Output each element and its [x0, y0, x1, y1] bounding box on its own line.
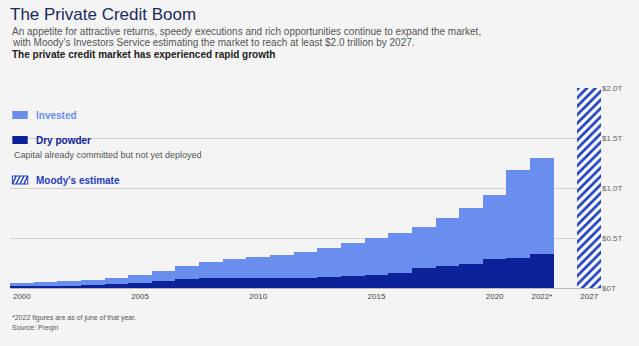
svg-text:$1.5T: $1.5T [602, 134, 623, 143]
svg-text:Moody's estimate: Moody's estimate [36, 175, 120, 186]
svg-text:Invested: Invested [36, 110, 77, 121]
svg-text:An appetite for attractive ret: An appetite for attractive returns, spee… [12, 26, 481, 37]
svg-text:*2022 figures are as of june o: *2022 figures are as of june of that yea… [12, 314, 136, 322]
svg-text:2000: 2000 [13, 292, 31, 301]
svg-text:Capital already committed but: Capital already committed but not yet de… [14, 150, 202, 160]
svg-text:$0.5T: $0.5T [602, 234, 623, 243]
svg-text:2015: 2015 [368, 292, 386, 301]
svg-text:Dry powder: Dry powder [36, 135, 91, 146]
svg-text:with Moody's Investors Service: with Moody's Investors Service estimatin… [12, 37, 415, 48]
svg-text:$1.0T: $1.0T [602, 184, 623, 193]
svg-text:$2.0T: $2.0T [602, 84, 623, 93]
svg-text:2020: 2020 [486, 292, 504, 301]
svg-text:$0T: $0T [602, 284, 616, 293]
svg-text:The private credit market has: The private credit market has experience… [12, 49, 275, 60]
svg-text:Source: Preqin: Source: Preqin [12, 324, 58, 332]
svg-text:2005: 2005 [131, 292, 149, 301]
svg-text:2027: 2027 [580, 292, 598, 301]
svg-text:2010: 2010 [249, 292, 267, 301]
svg-text:2022*: 2022* [531, 292, 552, 301]
svg-text:The Private Credit Boom: The Private Credit Boom [10, 5, 196, 24]
